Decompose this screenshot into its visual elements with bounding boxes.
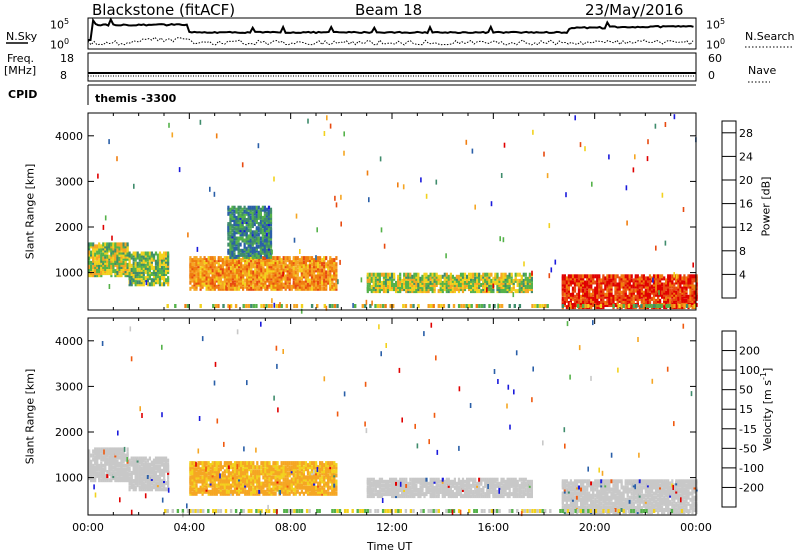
velocity-colorbar-unit: [m s [760, 380, 774, 405]
freq-tick-high: 18 [60, 52, 74, 65]
freq-unit: [MHz] [4, 64, 37, 77]
x-axis-label: Time UT [367, 540, 413, 553]
power-ytick-label: 4000 [55, 130, 83, 143]
xtick-label: 16:00 [477, 521, 509, 534]
velocity-ytick-label: 4000 [55, 335, 83, 348]
power-ytick-label: 1000 [55, 267, 83, 280]
power-colorbar-tick-label: 24 [739, 150, 753, 163]
power-colorbar-frame [721, 120, 737, 299]
nsearch-line [87, 36, 694, 46]
nave-label: Nave [748, 64, 777, 77]
velocity-colorbar-label: Velocity [m s-1] [759, 367, 774, 452]
velocity-ytick-label: 3000 [55, 380, 83, 393]
power-colorbar-tick-label: 12 [739, 221, 753, 234]
power-ytick-label: 3000 [55, 175, 83, 188]
nsky-label: N.Sky [6, 30, 38, 43]
power-colorbar-tick-label: 8 [739, 245, 746, 258]
velocity-colorbar-tick-label: 200 [739, 345, 760, 358]
nsearch-label: N.Search [745, 30, 795, 43]
velocity-colorbar-tick-label: 100 [739, 364, 760, 377]
power-ylabel: Slant Range [km] [23, 163, 37, 260]
beam-title: Beam 18 [355, 1, 423, 19]
velocity-colorbar-tick-label: -15 [739, 423, 757, 436]
power-colorbar-tick-label: 28 [739, 127, 753, 140]
nsky-tick-high: 105 [50, 17, 70, 32]
velocity-ytick-label: 2000 [55, 426, 83, 439]
nave-tick-high: 60 [708, 52, 722, 65]
velocity-echoes [88, 320, 698, 518]
velocity-colorbar-exp: -1 [759, 372, 769, 381]
xtick-label: 08:00 [275, 521, 307, 534]
velocity-colorbar-tick-label: -200 [739, 481, 764, 494]
power-colorbar-tick-label: 20 [739, 174, 753, 187]
power-colorbar-tick-label: 4 [739, 268, 746, 281]
velocity-colorbar-tick-label: 15 [739, 403, 753, 416]
xtick-label: 00:00 [72, 521, 104, 534]
freq-tick-low: 8 [60, 69, 67, 82]
velocity-colorbar-tick-label: -50 [739, 442, 757, 455]
velocity-colorbar-name: Velocity [760, 407, 774, 451]
cpid-label: CPID [8, 88, 38, 101]
freq-label: Freq. [7, 52, 35, 65]
nsky-tick-low: 100 [50, 37, 70, 52]
cpid-value: themis -3300 [95, 92, 177, 105]
nsearch-tick-low: 100 [706, 37, 726, 52]
xtick-label: 04:00 [173, 521, 205, 534]
nsky-panel-frame [87, 17, 697, 50]
station-title: Blackstone (fitACF) [92, 1, 236, 19]
velocity-ytick-label: 1000 [55, 472, 83, 485]
xtick-label: 12:00 [376, 521, 408, 534]
power-echoes [88, 114, 698, 314]
xtick-label: 20:00 [579, 521, 611, 534]
date-title: 23/May/2016 [585, 1, 684, 19]
velocity-colorbar-tick-label: -100 [739, 462, 764, 475]
nave-tick-low: 0 [708, 69, 715, 82]
freq-panel-frame [87, 52, 697, 82]
nsearch-tick-high: 105 [706, 17, 726, 32]
nsky-line [88, 17, 694, 41]
power-colorbar-label: Power [dB] [759, 176, 773, 237]
velocity-ylabel: Slant Range [km] [23, 368, 37, 465]
velocity-colorbar-unit-end: ] [760, 367, 774, 373]
power-colorbar-tick-label: 16 [739, 198, 753, 211]
velocity-colorbar-tick-label: 50 [739, 384, 753, 397]
power-ytick-label: 2000 [55, 221, 83, 234]
xtick-label: 00:00 [680, 521, 712, 534]
velocity-colorbar-frame [721, 330, 737, 508]
